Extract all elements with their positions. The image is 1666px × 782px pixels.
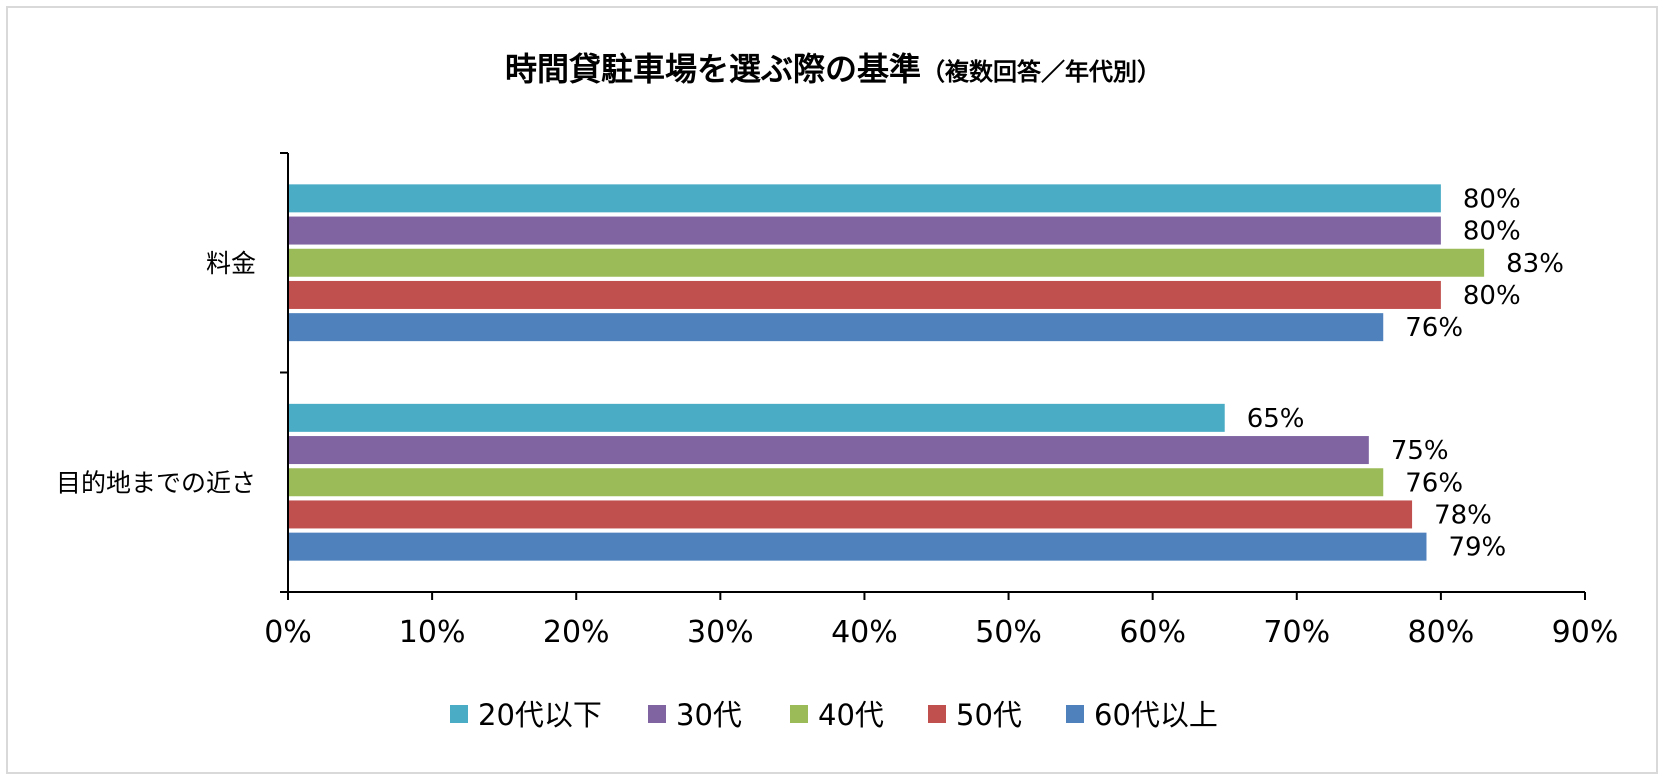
data-label: 83%	[1506, 249, 1564, 279]
plot-area: 0% 10% 20% 30% 40% 50% 60% 70% 80% 90%料金80%80%83%…	[56, 152, 1619, 650]
bar	[289, 184, 1441, 213]
data-label: 79%	[1448, 533, 1506, 563]
bar	[289, 248, 1485, 277]
x-tick-label: 70%	[1263, 615, 1330, 650]
bar	[289, 500, 1413, 529]
x-tick-label: 30%	[687, 615, 754, 650]
x-tick-label: 60%	[1119, 615, 1186, 650]
category-label: 目的地までの近さ	[56, 468, 256, 497]
bar	[289, 216, 1441, 245]
x-tick-label: 0%	[264, 615, 312, 650]
category-label: 料金	[206, 249, 256, 278]
x-tick-label: 80%	[1408, 615, 1475, 650]
bar	[289, 436, 1369, 465]
x-tick-label: 10%	[399, 615, 466, 650]
legend-label: 20代以下	[478, 698, 602, 732]
bar	[289, 280, 1441, 309]
legend-swatch	[790, 705, 808, 723]
legend: 20代以下 30代 40代 50代 60代以上	[450, 698, 1218, 732]
legend-swatch	[1066, 705, 1084, 723]
data-label: 80%	[1463, 184, 1521, 214]
legend-swatch	[648, 705, 666, 723]
chart-subtitle: （複数回答／年代別）	[921, 58, 1161, 86]
bar	[289, 532, 1427, 561]
legend-label: 30代	[676, 698, 742, 732]
chart-title-main: 時間貸駐車場を選ぶ際の基準	[505, 50, 921, 88]
bar	[289, 313, 1384, 342]
chart-frame	[6, 6, 1658, 774]
bar	[289, 468, 1384, 497]
data-label: 76%	[1405, 313, 1463, 343]
legend-label: 60代以上	[1094, 698, 1218, 732]
x-tick-label: 40%	[831, 615, 898, 650]
bar	[289, 403, 1225, 432]
legend-label: 50代	[956, 698, 1022, 732]
x-tick-label: 20%	[543, 615, 610, 650]
legend-label: 40代	[818, 698, 884, 732]
x-tick-label: 90%	[1552, 615, 1619, 650]
data-label: 76%	[1405, 468, 1463, 498]
data-label: 80%	[1463, 217, 1521, 247]
legend-swatch	[928, 705, 946, 723]
data-label: 75%	[1391, 436, 1449, 466]
legend-swatch	[450, 705, 468, 723]
chart-title: 時間貸駐車場を選ぶ際の基準（複数回答／年代別）	[505, 50, 1161, 88]
x-tick-label: 50%	[975, 615, 1042, 650]
data-label: 78%	[1434, 500, 1492, 530]
data-label: 65%	[1247, 404, 1305, 434]
data-label: 80%	[1463, 281, 1521, 311]
